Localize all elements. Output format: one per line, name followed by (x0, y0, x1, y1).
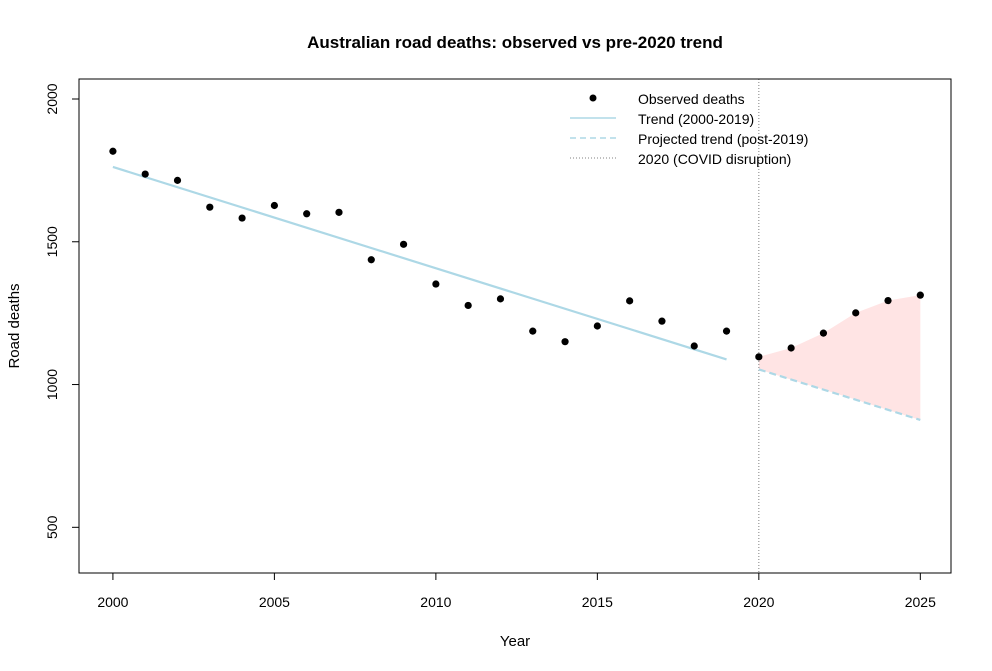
y-axis-label: Road deaths (6, 283, 23, 368)
y-tick-label: 2000 (44, 83, 60, 114)
observed-point (109, 147, 117, 155)
observed-point (399, 240, 408, 248)
x-axis: 2000 2005 2010 2015 2020 2025 (97, 572, 936, 610)
observed-point (852, 309, 860, 317)
observed-point (303, 210, 311, 218)
projected-trend-line (758, 368, 921, 421)
chart-title: Australian road deaths: observed vs pre-… (307, 33, 723, 52)
observed-point (722, 327, 731, 335)
legend-label-trend: Trend (2000-2019) (638, 111, 754, 127)
legend-label-observed: Observed deaths (638, 91, 745, 107)
legend-marker-observed (589, 94, 597, 102)
x-tick-label: 2010 (420, 594, 451, 610)
observed-point (496, 295, 505, 303)
y-axis: 500 1000 1500 2000 (44, 83, 80, 539)
observed-point (270, 201, 278, 210)
observed-point (884, 296, 892, 305)
observed-point (916, 291, 924, 299)
y-tick-label: 1000 (44, 369, 60, 400)
observed-point (787, 344, 795, 352)
observed-point (173, 176, 182, 184)
legend: Observed deaths Trend (2000-2019) Projec… (570, 91, 808, 167)
plot-area (78, 78, 952, 574)
plot-frame (78, 78, 952, 574)
gap-shading (758, 295, 921, 420)
trend-line (112, 165, 727, 361)
observed-point (690, 342, 698, 350)
observed-point (432, 280, 440, 288)
observed-point (141, 170, 149, 178)
x-tick-label: 2005 (259, 594, 290, 610)
observed-point (367, 256, 375, 264)
x-tick-label: 2020 (743, 594, 774, 610)
observed-point (238, 214, 246, 222)
legend-label-projected: Projected trend (post-2019) (638, 131, 808, 147)
observed-point (335, 208, 343, 216)
observed-point (626, 297, 634, 305)
legend-label-covid: 2020 (COVID disruption) (638, 151, 791, 167)
observed-point (755, 353, 763, 361)
y-tick-label: 500 (44, 515, 60, 539)
observed-point (529, 327, 537, 335)
x-axis-label: Year (500, 633, 530, 650)
x-tick-label: 2015 (582, 594, 613, 610)
observed-point (593, 322, 601, 330)
x-tick-label: 2000 (97, 594, 128, 610)
observed-point (206, 203, 214, 211)
observed-point (658, 317, 666, 325)
observed-point (464, 301, 472, 310)
x-tick-label: 2025 (905, 594, 936, 610)
observed-point (819, 329, 828, 337)
y-tick-label: 1500 (44, 226, 60, 257)
observed-point (561, 338, 569, 346)
